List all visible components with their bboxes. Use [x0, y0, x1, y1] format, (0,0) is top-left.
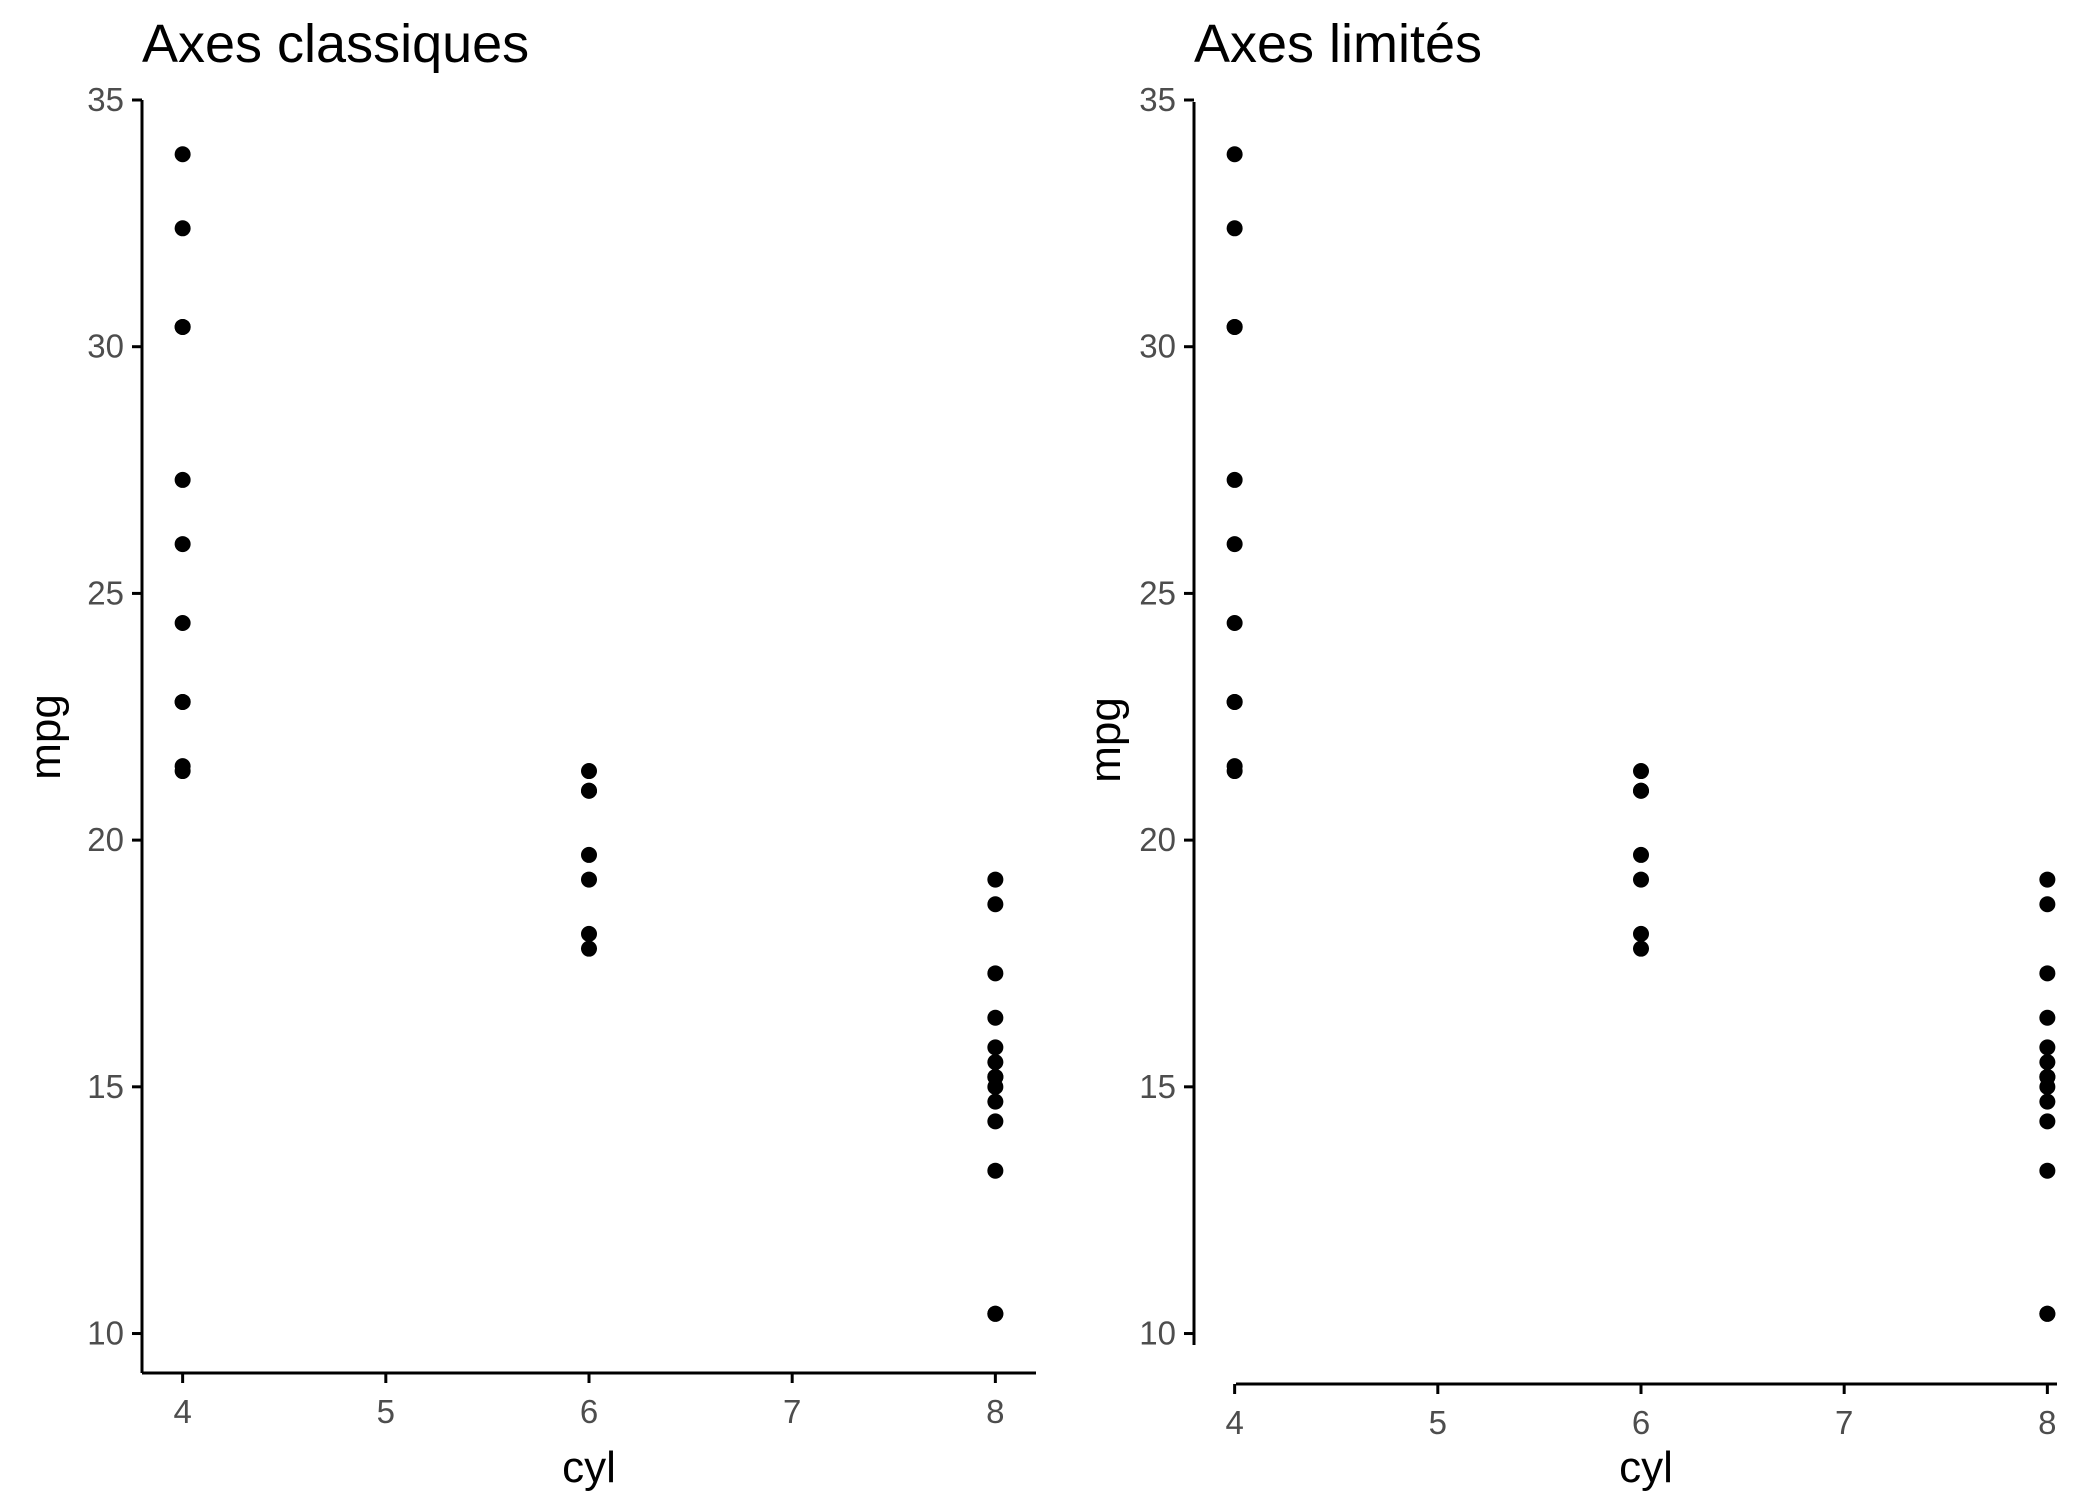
- data-point: [2039, 1162, 2056, 1179]
- data-point: [987, 871, 1004, 888]
- data-point: [2039, 871, 2056, 888]
- x-tick-label: 8: [986, 1393, 1004, 1430]
- data-point: [1226, 220, 1243, 237]
- y-tick-label: 30: [87, 328, 124, 365]
- panel-classic: Axes classiques 10 15 20 25 30 35 4 5 6 7 8 cyl m…: [21, 14, 1036, 1492]
- data-point: [987, 1162, 1004, 1179]
- x-tick-label: 5: [377, 1393, 395, 1430]
- data-point: [174, 318, 191, 335]
- y-tick-label: 30: [1139, 328, 1176, 365]
- data-point: [1226, 615, 1243, 632]
- data-point: [1226, 471, 1243, 488]
- y-tick-label: 10: [1139, 1315, 1176, 1352]
- y-tick-label: 20: [1139, 821, 1176, 858]
- panel-limited: Axes limités 10 15 20 25 30 35 4 5 6 7 8 cyl mpg: [1081, 14, 2057, 1492]
- data-point: [987, 1078, 1004, 1095]
- y-ticks: 10 15 20 25 30 35: [87, 81, 142, 1352]
- y-axis-title: mpg: [21, 694, 70, 780]
- y-tick-label: 25: [87, 574, 124, 611]
- data-point: [987, 1093, 1004, 1110]
- data-point: [174, 220, 191, 237]
- y-tick-label: 20: [87, 821, 124, 858]
- x-tick-label: 5: [1429, 1404, 1447, 1441]
- data-point: [174, 693, 191, 710]
- data-point: [174, 615, 191, 632]
- data-point: [1633, 925, 1649, 942]
- y-tick-label: 15: [87, 1068, 124, 1105]
- x-tick-label: 6: [1632, 1404, 1650, 1441]
- panel-title: Axes classiques: [142, 14, 529, 74]
- data-point: [174, 763, 191, 780]
- y-tick-label: 10: [87, 1315, 124, 1352]
- data-point: [581, 940, 597, 957]
- data-point: [2039, 1054, 2056, 1071]
- data-point: [1226, 763, 1243, 780]
- data-point: [174, 471, 191, 488]
- data-point: [1633, 846, 1649, 863]
- data-point: [1633, 763, 1649, 780]
- x-ticks: 4 5 6 7 8: [1225, 1384, 2057, 1441]
- data-point: [581, 763, 597, 780]
- data-point: [2039, 1093, 2056, 1110]
- data-point: [174, 536, 191, 553]
- data-point: [2039, 1039, 2056, 1056]
- y-tick-label: 35: [87, 81, 124, 118]
- data-point: [987, 965, 1004, 982]
- data-point: [1633, 940, 1649, 957]
- x-ticks: 4 5 6 7 8: [173, 1373, 1005, 1430]
- data-point: [2039, 1078, 2056, 1095]
- x-tick-label: 4: [173, 1393, 191, 1430]
- x-tick-label: 7: [783, 1393, 801, 1430]
- data-point: [2039, 1113, 2056, 1130]
- data-point: [987, 1054, 1004, 1071]
- data-point: [581, 782, 597, 799]
- data-point: [2039, 1009, 2056, 1026]
- data-point: [1226, 693, 1243, 710]
- data-point: [1633, 782, 1649, 799]
- x-tick-label: 4: [1225, 1404, 1243, 1441]
- x-tick-label: 6: [580, 1393, 598, 1430]
- y-tick-label: 25: [1139, 574, 1176, 611]
- points: [1226, 146, 2056, 1322]
- points: [174, 146, 1004, 1322]
- data-point: [2039, 965, 2056, 982]
- data-point: [174, 146, 191, 163]
- data-point: [2039, 896, 2056, 913]
- y-axis-title: mpg: [1081, 697, 1130, 783]
- x-axis-title: cyl: [562, 1443, 616, 1492]
- x-tick-label: 8: [2038, 1404, 2056, 1441]
- x-axis-title: cyl: [1619, 1443, 1673, 1492]
- data-point: [987, 1113, 1004, 1130]
- data-point: [987, 896, 1004, 913]
- y-tick-label: 35: [1139, 81, 1176, 118]
- data-point: [1226, 146, 1243, 163]
- data-point: [581, 846, 597, 863]
- data-point: [987, 1009, 1004, 1026]
- y-ticks: 10 15 20 25 30 35: [1139, 81, 1194, 1352]
- data-point: [1226, 318, 1243, 335]
- x-tick-label: 7: [1835, 1404, 1853, 1441]
- y-tick-label: 15: [1139, 1068, 1176, 1105]
- data-point: [581, 871, 597, 888]
- data-point: [1226, 536, 1243, 553]
- data-point: [2039, 1305, 2056, 1322]
- data-point: [987, 1305, 1004, 1322]
- panel-title: Axes limités: [1194, 14, 1482, 74]
- data-point: [581, 925, 597, 942]
- data-point: [987, 1039, 1004, 1056]
- data-point: [1633, 871, 1649, 888]
